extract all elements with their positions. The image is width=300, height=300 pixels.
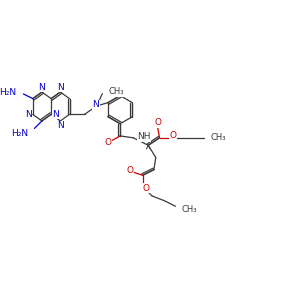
Text: H₂N: H₂N: [0, 88, 16, 97]
Text: NH: NH: [137, 132, 151, 141]
Text: O: O: [169, 131, 176, 140]
Text: N: N: [57, 121, 64, 130]
Text: O: O: [143, 184, 150, 193]
Text: N: N: [25, 110, 32, 119]
Text: N: N: [57, 83, 64, 92]
Text: N: N: [52, 110, 59, 119]
Text: O: O: [104, 138, 112, 147]
Text: N: N: [39, 83, 45, 92]
Text: CH₃: CH₃: [181, 205, 196, 214]
Text: O: O: [154, 118, 161, 127]
Text: CH₃: CH₃: [210, 133, 226, 142]
Text: O: O: [126, 166, 133, 175]
Text: N: N: [92, 100, 99, 109]
Text: CH₃: CH₃: [109, 87, 124, 96]
Text: H₂N: H₂N: [11, 129, 28, 138]
